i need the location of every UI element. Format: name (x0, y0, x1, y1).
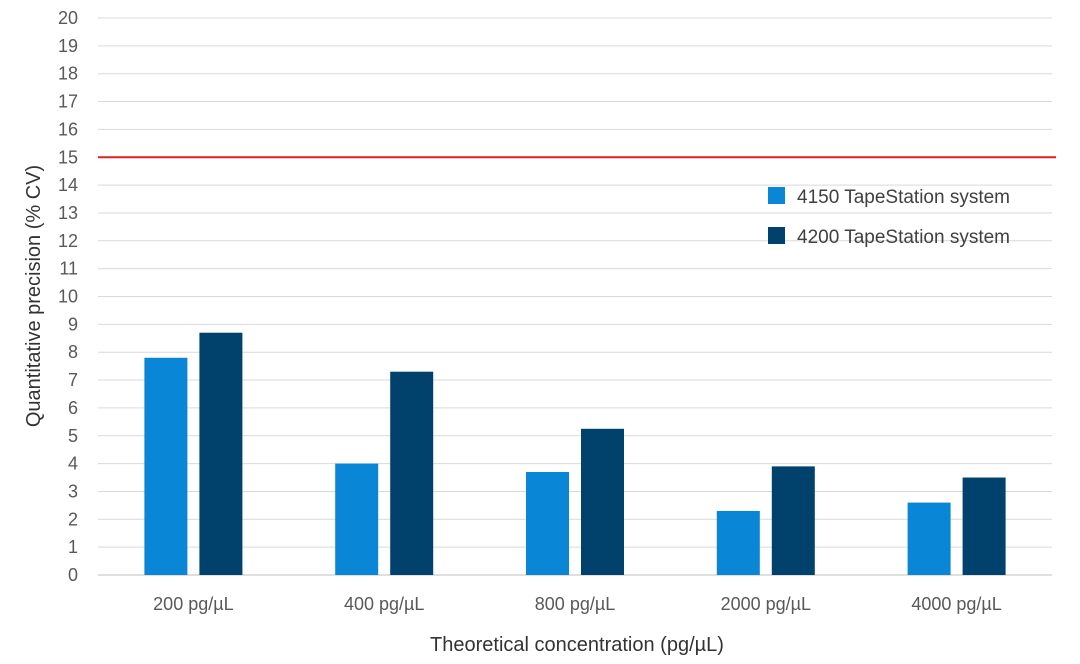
y-tick-label: 10 (58, 287, 78, 307)
bar-4200-3 (581, 428, 624, 575)
x-tick-label: 800 pg/µL (535, 594, 615, 614)
bar-4150-1 (144, 357, 188, 575)
y-axis-title: Quantitative precision (% CV) (23, 165, 45, 427)
legend-label: 4200 TapeStation system (797, 227, 1010, 248)
x-axis-title: Theoretical concentration (pg/µL) (430, 634, 724, 656)
y-tick-label: 0 (68, 565, 78, 585)
legend-label: 4150 TapeStation system (797, 187, 1010, 208)
y-tick-label: 13 (58, 203, 78, 223)
gridlines (98, 17, 1052, 576)
x-tick-label: 400 pg/µL (344, 594, 424, 614)
y-tick-label: 9 (68, 314, 78, 334)
y-tick-label: 19 (58, 36, 78, 56)
y-tick-label: 18 (58, 64, 78, 84)
bar-4200-1 (199, 332, 243, 575)
bars (144, 332, 1006, 575)
y-tick-label: 5 (68, 426, 78, 446)
legend: 4150 TapeStation system 4200 TapeStation … (768, 187, 1010, 248)
y-tick-label: 14 (58, 175, 78, 195)
y-tick-label: 15 (58, 147, 78, 167)
y-tick-label: 11 (59, 259, 78, 279)
x-tick-label: 200 pg/µL (153, 594, 233, 614)
x-tick-label: 4000 pg/µL (911, 594, 1001, 614)
y-tick-label: 2 (68, 509, 78, 529)
legend-swatch (768, 227, 785, 244)
y-tick-label: 7 (68, 370, 78, 390)
y-tick-label: 1 (68, 537, 78, 557)
legend-swatch (768, 187, 785, 204)
y-tick-label: 3 (68, 481, 78, 501)
x-axis-ticks: 200 pg/µL 400 pg/µL 800 pg/µL 2000 pg/µL 400… (153, 594, 1002, 614)
y-tick-label: 6 (68, 398, 78, 418)
bar-4150-2 (335, 463, 379, 575)
y-tick-label: 16 (58, 119, 78, 139)
bar-4200-2 (390, 371, 434, 575)
bar-4150-5 (907, 502, 951, 575)
y-tick-label: 20 (58, 8, 78, 28)
bar-4150-3 (526, 471, 569, 575)
y-tick-label: 17 (58, 92, 78, 112)
y-tick-label: 4 (68, 454, 78, 474)
y-tick-label: 12 (58, 231, 78, 251)
y-tick-label: 8 (68, 342, 78, 362)
bar-4150-4 (716, 510, 760, 575)
bar-4200-5 (962, 477, 1006, 575)
bar-4200-4 (771, 466, 815, 575)
x-tick-label: 2000 pg/µL (721, 594, 811, 614)
